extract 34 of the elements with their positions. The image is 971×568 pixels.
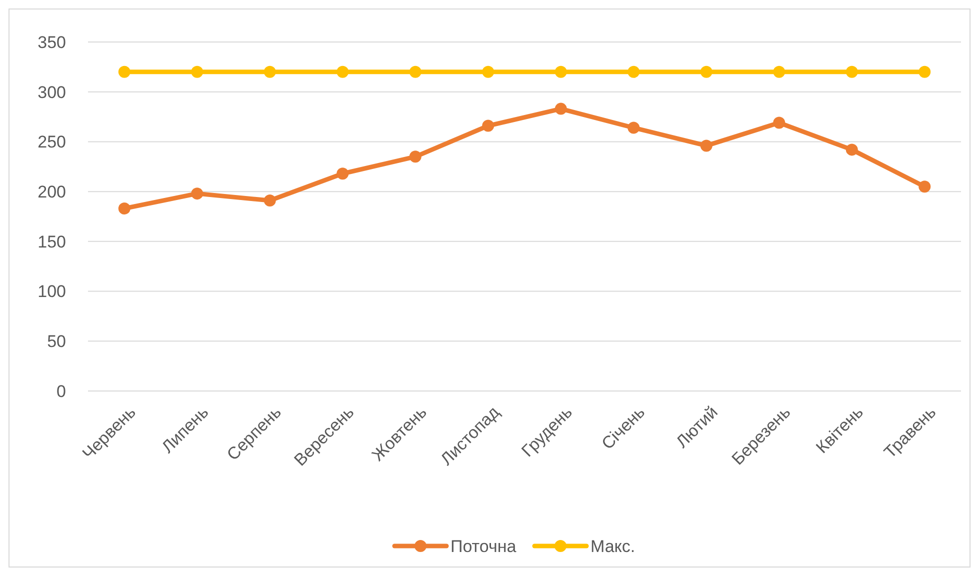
legend-label: Макс. [590, 536, 636, 556]
point [700, 66, 712, 78]
y-tick-label: 0 [56, 382, 66, 401]
point [918, 66, 931, 78]
point [918, 180, 931, 193]
point [773, 116, 786, 129]
y-tick-label: 200 [38, 182, 66, 202]
point [264, 194, 276, 207]
point [336, 168, 349, 180]
point [118, 66, 130, 78]
point [118, 202, 130, 215]
point [700, 140, 712, 152]
point [482, 66, 494, 78]
y-tick-label: 150 [38, 232, 66, 252]
y-tick-label: 100 [38, 282, 66, 302]
point [409, 150, 422, 163]
y-tick-label: 250 [38, 132, 66, 152]
point [554, 66, 567, 78]
y-tick-label: 300 [38, 82, 66, 102]
point [482, 120, 494, 132]
point [773, 66, 786, 78]
point [628, 66, 640, 78]
point [628, 122, 640, 134]
point [336, 66, 349, 78]
point [191, 66, 204, 78]
y-tick-label: 50 [47, 332, 66, 352]
legend-label: Поточна [450, 536, 517, 556]
point [846, 66, 858, 78]
point [264, 66, 276, 78]
point [846, 144, 858, 156]
point [409, 66, 422, 78]
point [554, 102, 567, 115]
point [191, 188, 204, 200]
y-tick-label: 350 [38, 32, 66, 52]
